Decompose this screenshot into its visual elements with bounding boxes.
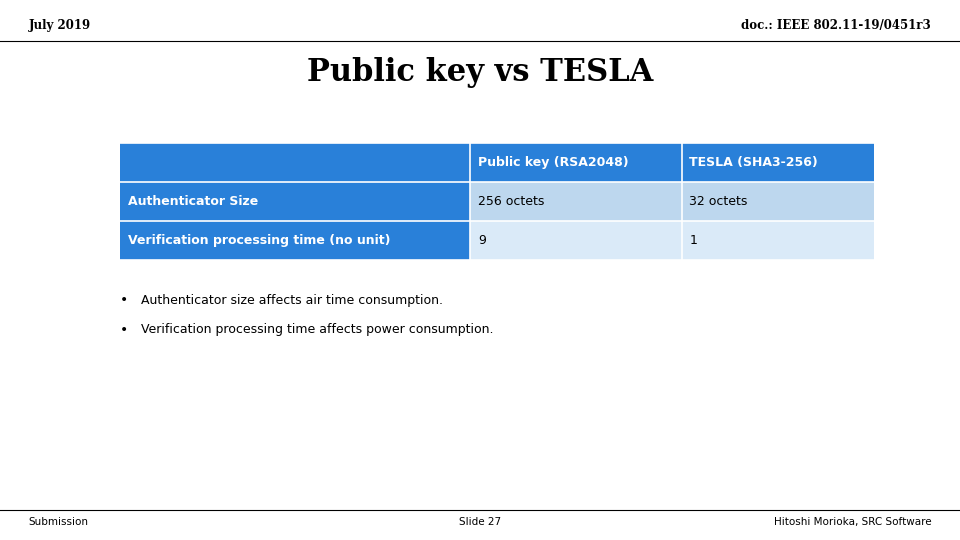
FancyBboxPatch shape xyxy=(682,143,874,182)
FancyBboxPatch shape xyxy=(682,221,874,260)
Text: Submission: Submission xyxy=(29,517,88,527)
Text: July 2019: July 2019 xyxy=(29,19,91,32)
Text: Authenticator size affects air time consumption.: Authenticator size affects air time cons… xyxy=(141,294,444,307)
FancyBboxPatch shape xyxy=(120,221,470,260)
Text: •: • xyxy=(120,293,129,307)
Text: Public key (RSA2048): Public key (RSA2048) xyxy=(478,156,629,169)
FancyBboxPatch shape xyxy=(470,221,682,260)
Text: Hitoshi Morioka, SRC Software: Hitoshi Morioka, SRC Software xyxy=(774,517,931,527)
FancyBboxPatch shape xyxy=(682,182,874,221)
Text: 1: 1 xyxy=(689,234,697,247)
FancyBboxPatch shape xyxy=(470,143,682,182)
FancyBboxPatch shape xyxy=(120,143,470,182)
Text: 9: 9 xyxy=(478,234,486,247)
Text: TESLA (SHA3-256): TESLA (SHA3-256) xyxy=(689,156,818,169)
Text: Authenticator Size: Authenticator Size xyxy=(128,195,258,208)
Text: Verification processing time (no unit): Verification processing time (no unit) xyxy=(128,234,390,247)
Text: doc.: IEEE 802.11-19/0451r3: doc.: IEEE 802.11-19/0451r3 xyxy=(741,19,931,32)
Text: Verification processing time affects power consumption.: Verification processing time affects pow… xyxy=(141,323,493,336)
FancyBboxPatch shape xyxy=(120,182,470,221)
Text: •: • xyxy=(120,323,129,337)
Text: 256 octets: 256 octets xyxy=(478,195,544,208)
Text: Public key vs TESLA: Public key vs TESLA xyxy=(307,57,653,87)
Text: Slide 27: Slide 27 xyxy=(459,517,501,527)
FancyBboxPatch shape xyxy=(470,182,682,221)
Text: 32 octets: 32 octets xyxy=(689,195,748,208)
